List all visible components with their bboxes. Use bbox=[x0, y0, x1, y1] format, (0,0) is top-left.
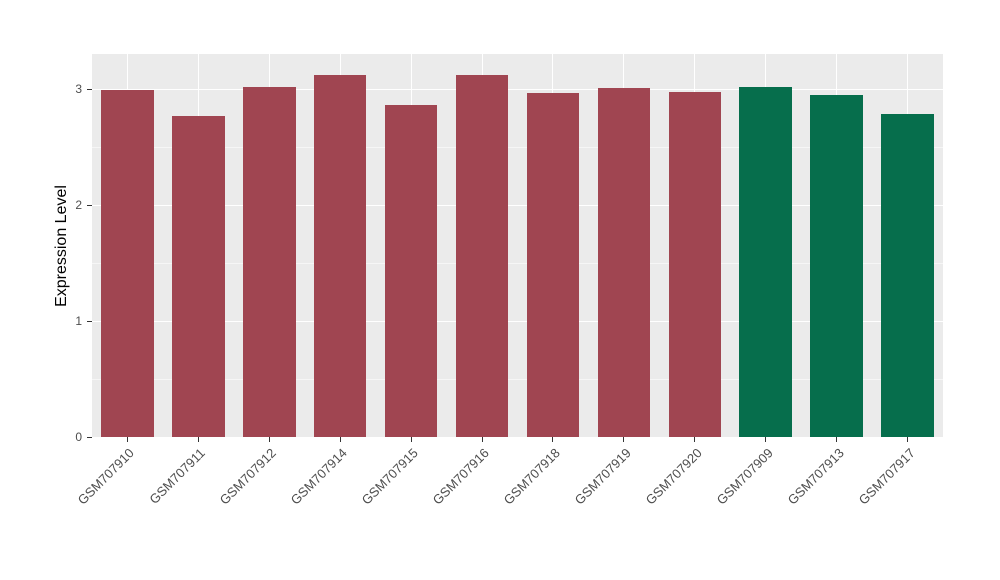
gridline-minor bbox=[92, 146, 943, 148]
gridline-major bbox=[92, 204, 943, 206]
x-tick-mark bbox=[410, 437, 412, 442]
bar bbox=[313, 74, 367, 437]
y-tick-label: 3 bbox=[75, 81, 82, 96]
gridline-major bbox=[92, 88, 943, 90]
y-tick-mark bbox=[87, 88, 92, 90]
bar bbox=[172, 115, 225, 437]
x-tick-mark bbox=[765, 437, 767, 442]
x-tick-mark bbox=[623, 437, 625, 442]
bar bbox=[597, 87, 651, 437]
bar bbox=[881, 114, 934, 437]
x-tick-mark bbox=[339, 437, 341, 442]
x-tick-mark bbox=[481, 437, 483, 442]
bar bbox=[455, 74, 509, 437]
x-tick-mark bbox=[907, 437, 909, 442]
x-tick-mark bbox=[836, 437, 838, 442]
bar bbox=[810, 94, 863, 437]
bar bbox=[243, 86, 296, 437]
bar bbox=[739, 86, 792, 437]
bar bbox=[384, 105, 438, 437]
x-tick-mark bbox=[268, 437, 270, 442]
y-tick-mark bbox=[87, 204, 92, 206]
y-tick-label: 2 bbox=[75, 197, 82, 212]
bar bbox=[668, 92, 722, 437]
gridline-major bbox=[92, 437, 943, 438]
x-tick-mark bbox=[126, 437, 128, 442]
x-tick-mark bbox=[694, 437, 696, 442]
gridline-minor bbox=[92, 262, 943, 264]
plot-panel bbox=[92, 54, 943, 438]
y-tick-label: 1 bbox=[75, 313, 82, 328]
x-tick-mark bbox=[197, 437, 199, 442]
x-tick-mark bbox=[552, 437, 554, 442]
y-tick-mark bbox=[87, 437, 92, 438]
bar bbox=[526, 93, 580, 437]
y-tick-mark bbox=[87, 320, 92, 322]
gridline-major bbox=[92, 320, 943, 322]
gridline-minor bbox=[92, 378, 943, 380]
bar bbox=[101, 89, 154, 437]
y-tick-label: 0 bbox=[75, 430, 82, 444]
